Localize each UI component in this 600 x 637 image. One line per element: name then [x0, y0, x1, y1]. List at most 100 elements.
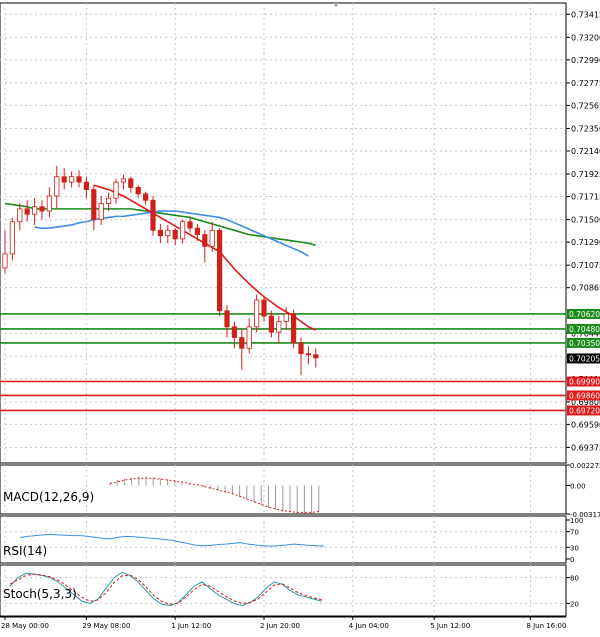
time-axis: 28 May 00:00 29 May 08:00 1 Jun 12:00 2 Jun… — [0, 616, 566, 630]
candle-body — [179, 221, 186, 240]
candle — [32, 198, 38, 225]
support-label: 0.69720 — [569, 406, 600, 415]
candle — [305, 346, 312, 365]
candle — [150, 196, 156, 236]
horizontal-levels — [0, 313, 566, 412]
macd-axis: 0.002275 0.00 -0.003175 — [566, 462, 600, 519]
candle — [17, 203, 23, 231]
candle-body — [224, 310, 230, 328]
candle-body — [187, 221, 193, 229]
rsi-panel: RSI(14) 100 70 30 0 — [0, 515, 583, 564]
candle-body — [69, 176, 75, 183]
candle-body — [246, 326, 252, 349]
price-tick-label: 0.72565 — [571, 101, 600, 110]
candle — [46, 187, 53, 218]
stoch-axis: 80 20 — [566, 575, 579, 608]
candle — [61, 168, 67, 190]
candle-body — [261, 299, 267, 317]
candle — [239, 328, 245, 370]
candle-body — [39, 206, 45, 212]
price-tick-label: 0.69375 — [571, 443, 600, 452]
candle-body — [32, 206, 38, 215]
support-label: 0.69990 — [569, 378, 600, 387]
candle-body — [298, 342, 304, 355]
candle — [76, 170, 82, 188]
rsi-tick-label: 0 — [570, 556, 574, 564]
price-tick-label: 0.70865 — [571, 284, 600, 293]
level-labels: 0.70620 0.70480 0.70350 0.70205 0.69990 0.698… — [567, 308, 600, 416]
rsi-tick-label: 70 — [570, 529, 579, 537]
candle-body — [98, 203, 104, 220]
sma-mid-line — [34, 210, 309, 257]
candle — [142, 191, 149, 205]
stoch-main-line — [9, 571, 323, 607]
candle-body — [283, 313, 289, 322]
candle-body — [2, 253, 8, 269]
price-tick-label: 0.71925 — [571, 170, 600, 179]
price-tick-label: 0.71715 — [571, 193, 600, 202]
candle-body — [91, 189, 97, 220]
candle-body — [165, 229, 171, 237]
resistance-label: 0.70350 — [569, 339, 600, 348]
candle-body — [253, 299, 260, 328]
price-tick-label: 0.72775 — [571, 79, 600, 88]
stoch-lines — [9, 571, 323, 607]
scroll-marker-icon[interactable] — [333, 3, 339, 7]
candle-body — [313, 354, 319, 359]
candle — [179, 219, 186, 244]
candle-body — [142, 193, 149, 201]
candles — [2, 165, 319, 376]
candle-body — [209, 229, 215, 247]
candle — [69, 171, 75, 188]
candle — [135, 185, 141, 199]
macd-tick-label: -0.003175 — [570, 511, 600, 519]
candle — [106, 192, 112, 212]
candle-body — [46, 195, 53, 212]
candle-body — [290, 313, 297, 344]
candle-body — [76, 176, 82, 183]
time-tick-label: 1 Jun 12:00 — [171, 622, 211, 630]
candle — [216, 228, 223, 317]
stoch-signal-line — [9, 573, 323, 605]
candle — [98, 196, 104, 225]
candle — [120, 174, 126, 190]
candle-body — [17, 208, 23, 223]
candle-body — [305, 353, 312, 356]
time-tick-label: 8 Jun 16:00 — [526, 622, 566, 630]
candle — [54, 165, 60, 209]
support-label-bg — [567, 390, 600, 401]
rsi-tick-label: 30 — [570, 544, 579, 552]
time-tick-label: 5 Jun 12:00 — [430, 622, 470, 630]
candle — [202, 230, 208, 263]
macd-tick-label: 0.002275 — [570, 462, 600, 470]
support-label-bg — [567, 405, 600, 416]
candle — [165, 224, 171, 244]
candle — [231, 321, 237, 349]
candle-body — [231, 326, 237, 338]
candle-body — [135, 187, 141, 195]
candle — [246, 318, 252, 354]
macd-grid — [4, 465, 531, 514]
macd-label: MACD(12,26,9) — [3, 490, 94, 504]
candle — [276, 316, 282, 343]
rsi-grid — [0, 516, 566, 563]
candle — [24, 200, 30, 222]
stoch-panel: Stoch(5,3,3) 80 20 — [0, 564, 579, 617]
rsi-axis: 100 70 30 0 — [566, 517, 583, 564]
candle-body — [216, 229, 223, 312]
candle-body — [268, 315, 275, 333]
support-label-bg — [567, 376, 600, 387]
candle — [9, 217, 15, 261]
candle — [268, 310, 275, 338]
current-label-bg — [567, 353, 600, 364]
time-tick-label: 4 Jun 04:00 — [349, 622, 389, 630]
resistance-label-bg — [567, 337, 600, 348]
